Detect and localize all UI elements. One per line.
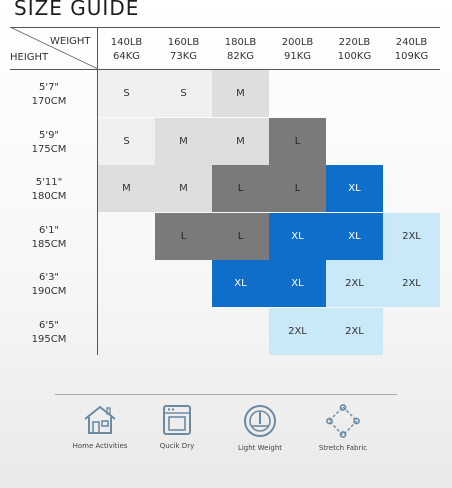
feature-quick-dry: Qucik Dry bbox=[132, 404, 222, 450]
size-cell: XL bbox=[212, 260, 269, 307]
height-cm: 180CM bbox=[31, 191, 67, 202]
height-cm: 195CM bbox=[31, 333, 67, 345]
weight-column-header: 140LB 64KG bbox=[98, 36, 155, 64]
height-row-header: 6'3" 190CM bbox=[0, 271, 98, 299]
weight-column-header: 220LB 100KG bbox=[326, 36, 383, 64]
height-cm: 175CM bbox=[31, 143, 67, 155]
size-cell: XL bbox=[326, 212, 383, 260]
feature-label: Qucik Dry bbox=[159, 442, 195, 450]
size-cell: L bbox=[269, 165, 326, 212]
height-cm: 185CM bbox=[31, 238, 67, 250]
page-title: SIZE GUIDE bbox=[14, 0, 140, 20]
weight-axis-label: WEIGHT bbox=[50, 36, 91, 47]
features-divider bbox=[55, 394, 397, 395]
top-divider bbox=[10, 27, 440, 28]
size-cell: XL bbox=[269, 260, 326, 307]
size-cell: M bbox=[155, 117, 212, 165]
size-cell: S bbox=[98, 117, 155, 165]
corner-diagonal bbox=[10, 27, 98, 69]
height-ft: 5'9" bbox=[38, 129, 60, 141]
size-cell: 2XL bbox=[326, 307, 383, 355]
stretch-icon bbox=[326, 404, 360, 438]
size-cell: 2XL bbox=[383, 260, 440, 307]
weight-lb: 140LB bbox=[110, 37, 143, 48]
feature-stretch-fabric: Stretch Fabric bbox=[298, 404, 388, 452]
weight-lb: 200LB bbox=[281, 37, 314, 48]
height-row-header: 6'1" 185CM bbox=[0, 224, 98, 252]
weight-kg: 100KG bbox=[337, 51, 372, 62]
weight-column-header: 160LB 73KG bbox=[155, 36, 212, 64]
weight-lb: 160LB bbox=[167, 37, 200, 48]
weight-lb: 180LB bbox=[224, 37, 257, 48]
feature-label: Light Weight bbox=[237, 444, 283, 452]
weight-kg: 64KG bbox=[112, 51, 141, 62]
weight-column-header: 240LB 109KG bbox=[383, 36, 440, 64]
size-cell: M bbox=[212, 117, 269, 165]
size-cell: 2XL bbox=[269, 307, 326, 355]
weight-kg: 82KG bbox=[226, 51, 255, 62]
size-cell: L bbox=[212, 165, 269, 212]
feature-label: Home Activities bbox=[72, 442, 128, 450]
height-ft: 6'5" bbox=[38, 319, 60, 331]
size-cell: 2XL bbox=[326, 260, 383, 307]
size-cell: M bbox=[155, 165, 212, 212]
size-cell: L bbox=[212, 212, 269, 260]
size-cell: M bbox=[212, 70, 269, 117]
size-cell: S bbox=[98, 70, 155, 117]
size-cell: 2XL bbox=[383, 212, 440, 260]
row-header-divider bbox=[97, 27, 98, 355]
weight-column-header: 180LB 82KG bbox=[212, 36, 269, 64]
weight-kg: 109KG bbox=[394, 51, 429, 62]
size-cell: L bbox=[269, 117, 326, 165]
size-cell: M bbox=[98, 165, 155, 212]
house-icon bbox=[84, 405, 116, 434]
feature-label: Stretch Fabric bbox=[318, 444, 368, 452]
height-ft: 6'1" bbox=[38, 224, 60, 236]
header-divider bbox=[10, 69, 440, 70]
size-cell: XL bbox=[269, 212, 326, 260]
height-row-header: 5'11" 180CM bbox=[0, 176, 98, 204]
weight-kg: 91KG bbox=[283, 51, 312, 62]
height-row-header: 5'9" 175CM bbox=[0, 129, 98, 157]
feature-home-activities: Home Activities bbox=[55, 404, 145, 450]
size-cell: L bbox=[155, 212, 212, 260]
height-cm: 170CM bbox=[31, 96, 67, 107]
size-cell: S bbox=[155, 70, 212, 117]
weight-kg: 73KG bbox=[169, 51, 198, 62]
dryer-icon bbox=[163, 405, 191, 435]
height-ft: 6'3" bbox=[38, 272, 60, 283]
height-cm: 190CM bbox=[31, 286, 67, 297]
weight-lb: 240LB bbox=[395, 37, 428, 48]
height-ft: 5'7" bbox=[38, 82, 60, 93]
size-cell: XL bbox=[326, 165, 383, 212]
feature-light-weight: Light Weight bbox=[215, 404, 305, 452]
scale-icon bbox=[244, 405, 276, 437]
height-ft: 5'11" bbox=[35, 177, 63, 188]
height-axis-label: HEIGHT bbox=[10, 52, 49, 63]
weight-lb: 220LB bbox=[338, 37, 371, 48]
weight-column-header: 200LB 91KG bbox=[269, 36, 326, 64]
height-row-header: 6'5" 195CM bbox=[0, 319, 98, 347]
height-row-header: 5'7" 170CM bbox=[0, 81, 98, 109]
